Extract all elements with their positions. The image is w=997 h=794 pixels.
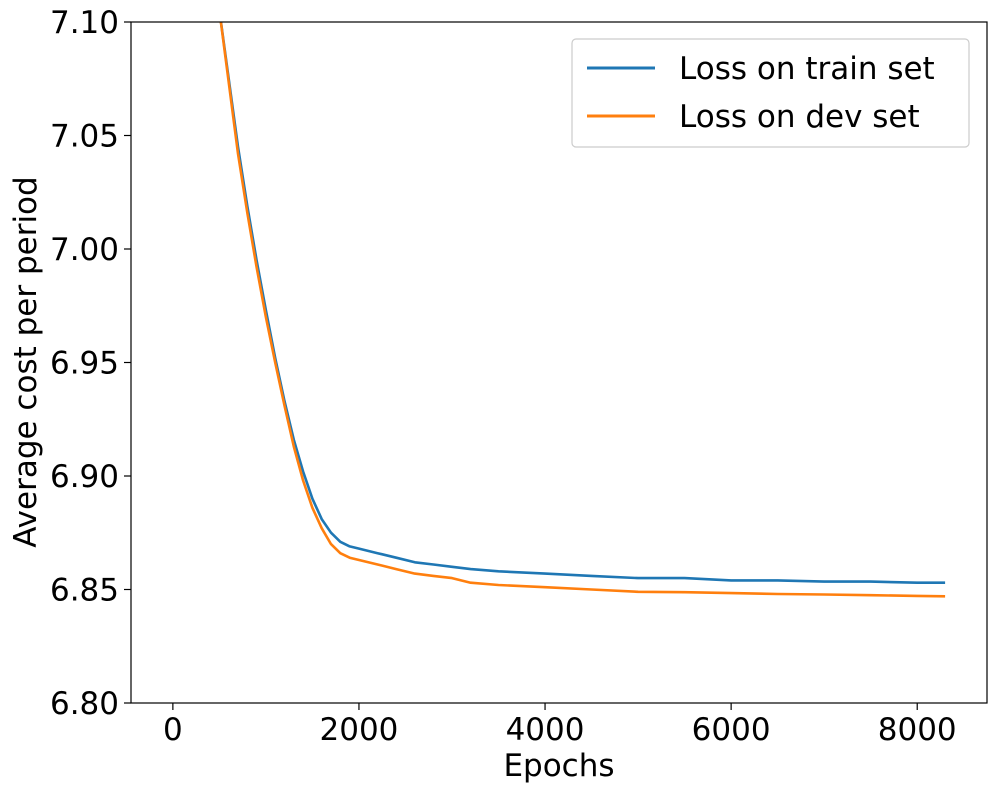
x-tick-label: 4000 bbox=[506, 712, 585, 748]
legend-label-train: Loss on train set bbox=[679, 51, 935, 87]
y-tick-label: 7.05 bbox=[50, 119, 119, 155]
x-tick-label: 0 bbox=[163, 712, 183, 748]
x-tick-label: 2000 bbox=[320, 712, 399, 748]
y-tick-label: 6.95 bbox=[50, 346, 119, 382]
x-tick-label: 6000 bbox=[692, 712, 771, 748]
series-line-dev bbox=[219, 22, 946, 598]
series-layer bbox=[219, 22, 946, 598]
x-axis: 0 2000 4000 6000 8000 bbox=[163, 703, 957, 748]
legend-box bbox=[571, 38, 970, 148]
y-tick-label: 6.80 bbox=[50, 686, 119, 722]
y-tick-label: 7.00 bbox=[50, 232, 119, 268]
y-tick-label: 6.90 bbox=[50, 459, 119, 495]
y-axis-label: Average cost per period bbox=[8, 176, 44, 547]
legend: Loss on train set Loss on dev set bbox=[571, 38, 970, 148]
y-tick-label: 6.85 bbox=[50, 573, 119, 609]
y-tick-label: 7.10 bbox=[50, 5, 119, 41]
y-axis: 6.80 6.85 6.90 6.95 7.00 7.05 7.10 bbox=[50, 5, 131, 722]
x-axis-label: Epochs bbox=[503, 748, 614, 784]
legend-label-dev: Loss on dev set bbox=[679, 99, 920, 135]
x-tick-label: 8000 bbox=[878, 712, 957, 748]
